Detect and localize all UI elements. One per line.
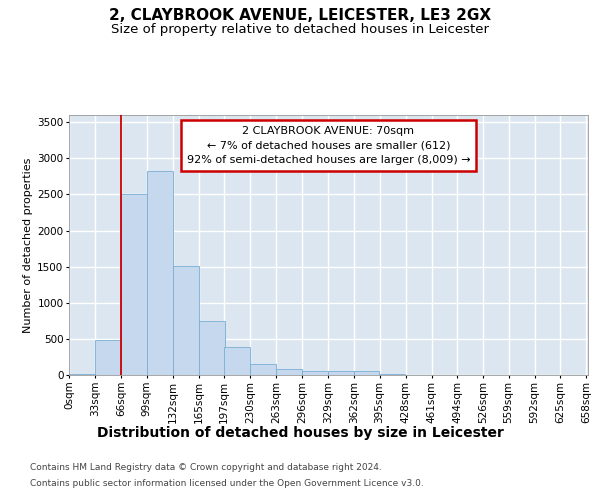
Bar bbox=[276, 369, 302, 375]
Bar bbox=[224, 347, 250, 375]
Text: Distribution of detached houses by size in Leicester: Distribution of detached houses by size … bbox=[97, 426, 503, 440]
Y-axis label: Number of detached properties: Number of detached properties bbox=[23, 158, 33, 332]
Bar bbox=[95, 340, 121, 375]
Bar bbox=[354, 372, 379, 375]
Bar bbox=[173, 266, 199, 375]
Text: Contains public sector information licensed under the Open Government Licence v3: Contains public sector information licen… bbox=[30, 478, 424, 488]
Bar bbox=[302, 372, 328, 375]
Text: 2 CLAYBROOK AVENUE: 70sqm
← 7% of detached houses are smaller (612)
92% of semi-: 2 CLAYBROOK AVENUE: 70sqm ← 7% of detach… bbox=[187, 126, 470, 166]
Text: 2, CLAYBROOK AVENUE, LEICESTER, LE3 2GX: 2, CLAYBROOK AVENUE, LEICESTER, LE3 2GX bbox=[109, 8, 491, 22]
Bar bbox=[121, 194, 147, 375]
Bar bbox=[328, 372, 353, 375]
Text: Size of property relative to detached houses in Leicester: Size of property relative to detached ho… bbox=[111, 22, 489, 36]
Bar bbox=[250, 364, 275, 375]
Bar bbox=[199, 321, 224, 375]
Text: Contains HM Land Registry data © Crown copyright and database right 2024.: Contains HM Land Registry data © Crown c… bbox=[30, 464, 382, 472]
Bar bbox=[69, 374, 95, 375]
Bar bbox=[147, 172, 173, 375]
Bar bbox=[380, 374, 406, 375]
